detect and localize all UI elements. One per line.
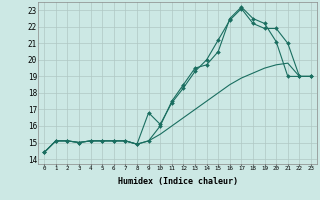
X-axis label: Humidex (Indice chaleur): Humidex (Indice chaleur) — [118, 177, 238, 186]
